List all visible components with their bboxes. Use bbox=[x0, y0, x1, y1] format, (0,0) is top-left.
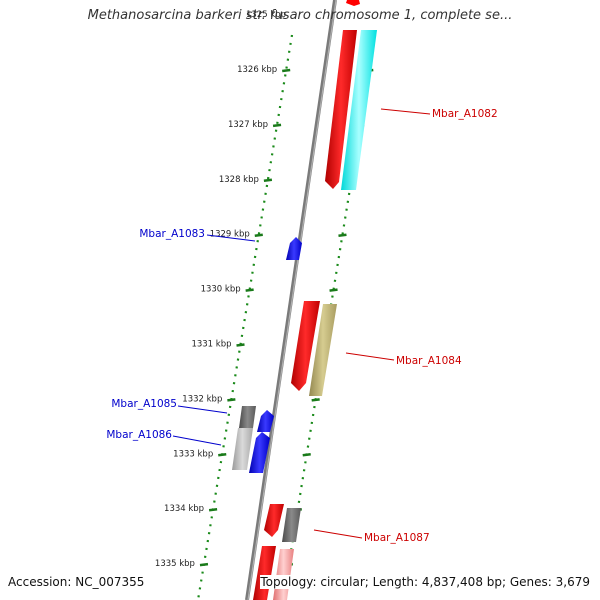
gene-label-a1084[interactable]: Mbar_A1084 bbox=[396, 355, 462, 367]
tick-label: 1327 kbp bbox=[228, 120, 268, 130]
tick-mark-right bbox=[338, 233, 347, 237]
tick-mark-left bbox=[254, 233, 263, 237]
gene-mbar-a1085-blue bbox=[257, 410, 274, 432]
gene-mbar-a1084-red bbox=[291, 301, 320, 391]
tick-mark-left bbox=[236, 343, 245, 347]
cut-off-label: 1325 kbp bbox=[246, 10, 286, 20]
gene-gray-1085 bbox=[239, 406, 256, 428]
gene-mbar-a1087-red bbox=[264, 504, 284, 537]
tick-label: 1329 kbp bbox=[210, 230, 250, 240]
tick-mark-left bbox=[263, 178, 273, 183]
gene-gray-1087 bbox=[282, 508, 301, 542]
gene-label-a1086[interactable]: Mbar_A1086 bbox=[106, 429, 172, 441]
tick-label: 1334 kbp bbox=[164, 504, 204, 514]
accession-text: Accession: NC_007355 bbox=[8, 575, 145, 589]
callout-line-a1084 bbox=[345, 352, 395, 361]
callout-line-a1083 bbox=[206, 234, 256, 242]
gene-lightgray-1086 bbox=[232, 428, 253, 470]
tick-mark-right bbox=[329, 288, 338, 292]
tick-label: 1332 kbp bbox=[182, 394, 222, 404]
tick-mark-right bbox=[311, 398, 320, 402]
tick-label: 1328 kbp bbox=[219, 175, 259, 185]
tick-label: 1335 kbp bbox=[155, 559, 195, 569]
chromosome-backbone bbox=[245, 0, 337, 600]
gene-label-a1082[interactable]: Mbar_A1082 bbox=[432, 108, 498, 120]
gene-callouts bbox=[172, 108, 431, 539]
gene-mbar-a1082-cyan bbox=[341, 30, 377, 190]
tick-label: 1333 kbp bbox=[173, 449, 213, 459]
gene-label-a1085[interactable]: Mbar_A1085 bbox=[111, 398, 177, 410]
tick-mark-left bbox=[282, 68, 291, 73]
tick-mark-left bbox=[199, 562, 209, 567]
tick-mark-left bbox=[208, 507, 218, 512]
gene-features bbox=[232, 0, 377, 600]
tick-label: 1331 kbp bbox=[191, 340, 231, 350]
tick-mark-left bbox=[245, 288, 254, 292]
callout-line-a1082 bbox=[380, 108, 431, 115]
tick-mark-right bbox=[302, 453, 311, 457]
scale-ticks: 1326 kbp 1327 kbp 1328 kbp 1329 kbp 1330 kbp… bbox=[155, 65, 374, 569]
tick-label: 1330 kbp bbox=[201, 285, 241, 295]
callout-line-a1086 bbox=[172, 435, 222, 446]
map-title: Methanosarcina barkeri str. fusaro chrom… bbox=[87, 8, 513, 23]
gene-mbar-a1086-blue bbox=[249, 432, 270, 473]
gene-mbar-a1083-blue bbox=[286, 237, 302, 260]
gene-red-top bbox=[346, 0, 360, 6]
tick-mark-left bbox=[227, 398, 236, 402]
callout-line-a1085 bbox=[177, 405, 228, 414]
gene-red-bottom bbox=[253, 546, 276, 600]
tick-mark-left bbox=[218, 453, 227, 457]
gene-labels: Mbar_A1082 Mbar_A1083 Mbar_A1084 Mbar_A1… bbox=[106, 108, 497, 544]
gene-label-a1083[interactable]: Mbar_A1083 bbox=[139, 228, 205, 240]
gene-label-a1087[interactable]: Mbar_A1087 bbox=[364, 532, 430, 544]
topology-text: Topology: circular; Length: 4,837,408 bp… bbox=[260, 575, 590, 589]
chromosome-backbone-highlight bbox=[247, 0, 337, 600]
tick-mark-left bbox=[272, 123, 282, 128]
gene-mbar-a1084-khaki bbox=[309, 304, 337, 396]
tick-label: 1326 kbp bbox=[237, 65, 277, 75]
callout-line-a1087 bbox=[313, 529, 363, 539]
gene-mbar-a1082-red bbox=[325, 30, 357, 189]
